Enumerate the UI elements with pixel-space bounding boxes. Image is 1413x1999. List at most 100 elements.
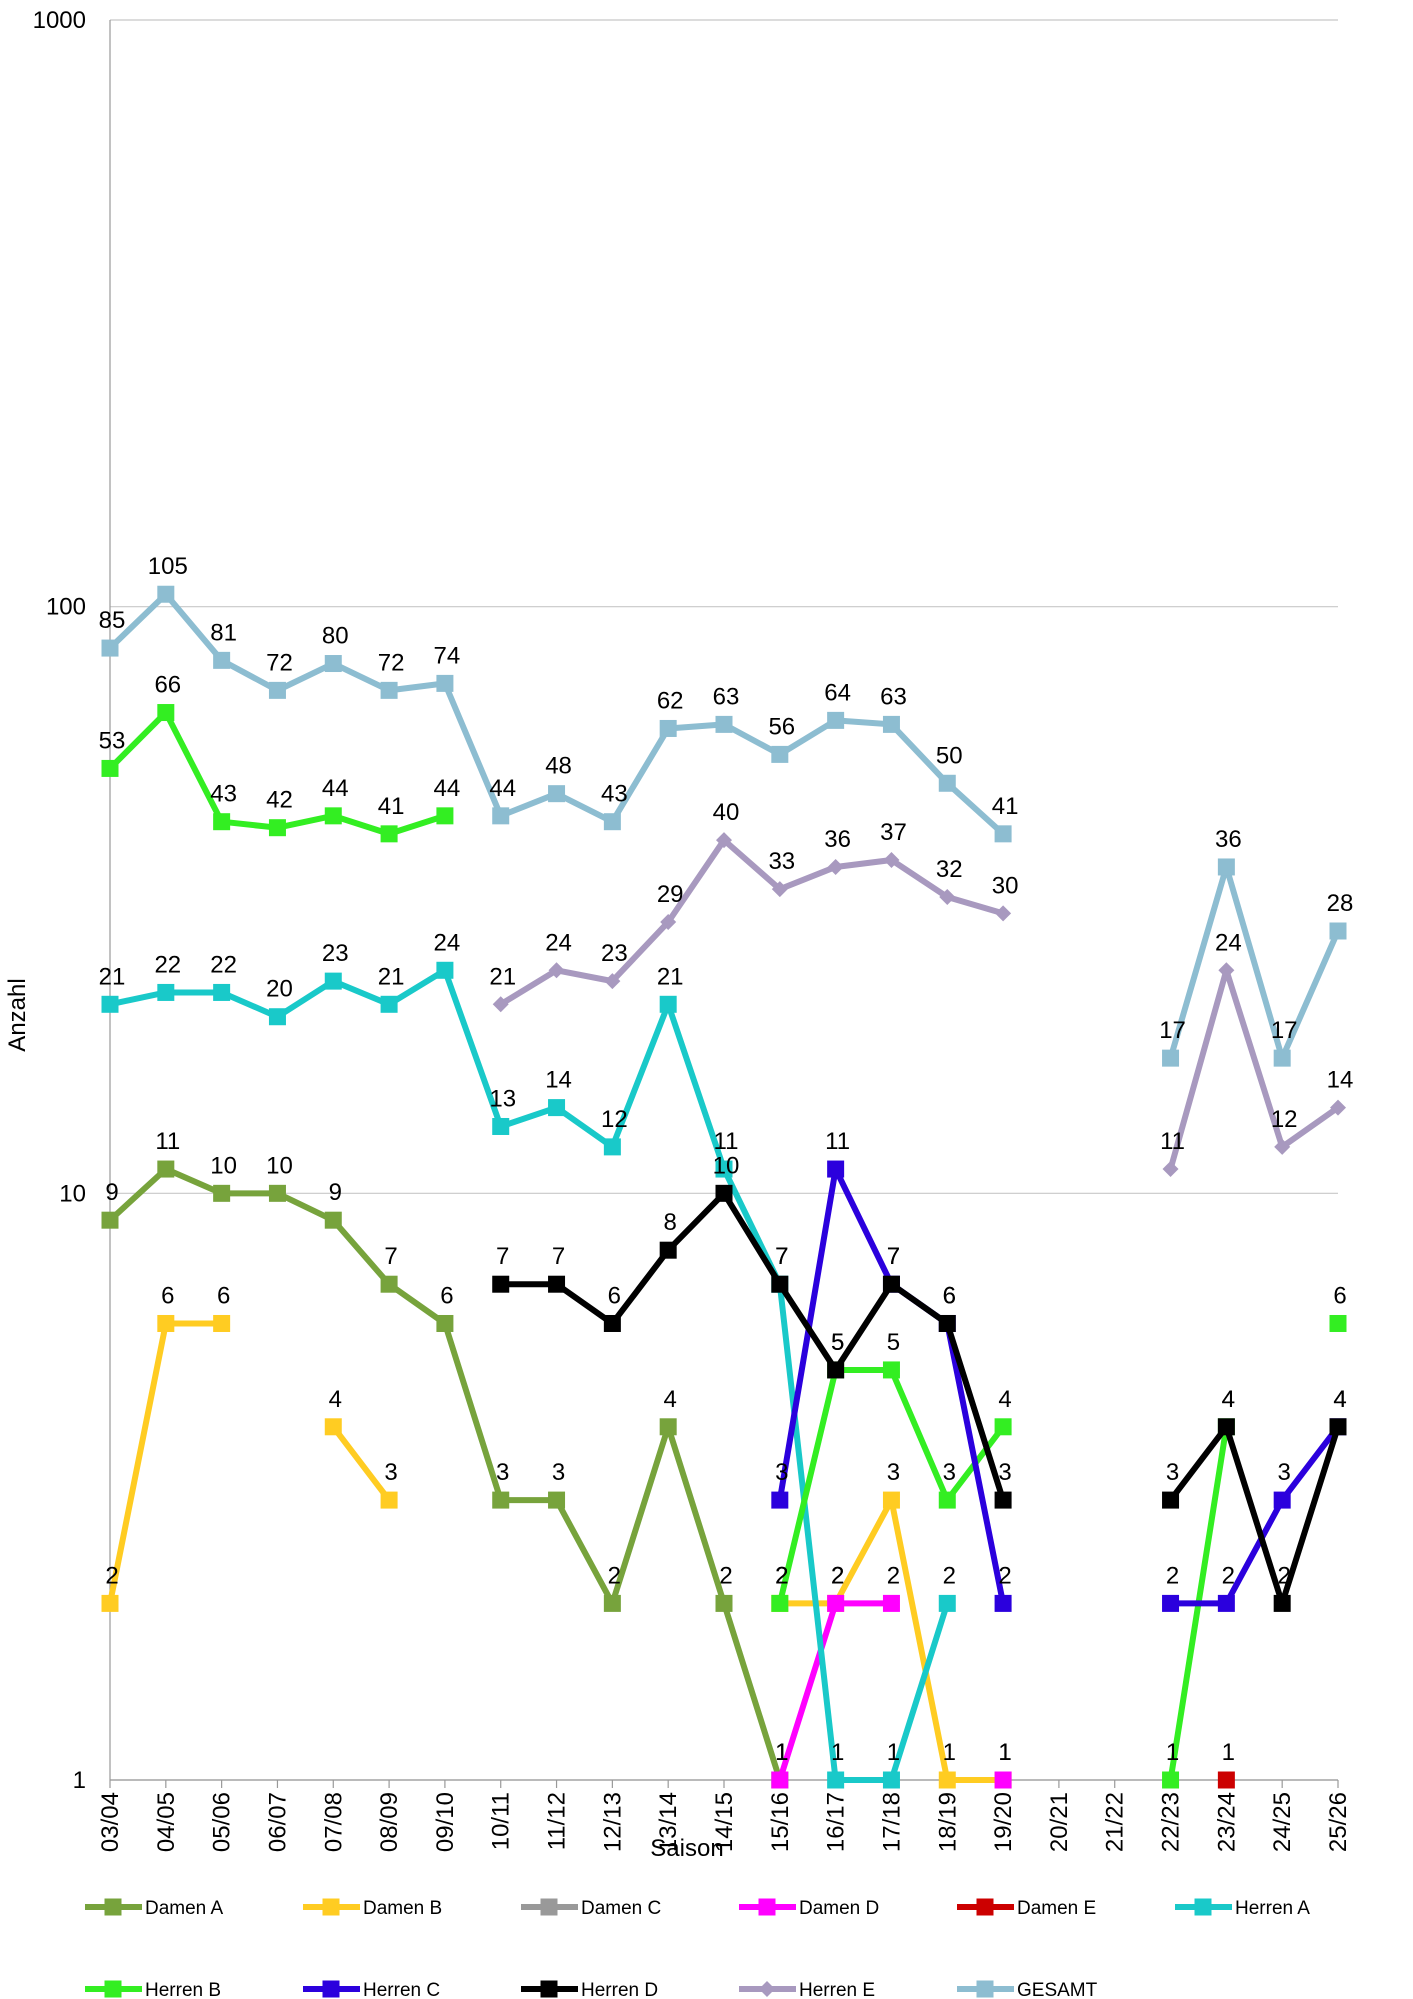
legend-label: GESAMT [1017, 1980, 1098, 1999]
data-label: 21 [657, 963, 684, 990]
series-herren-d [492, 1184, 1347, 1612]
legend-item-damen-d: Damen D [739, 1898, 879, 1919]
data-label: 40 [713, 799, 740, 826]
data-point [938, 774, 956, 792]
data-point [827, 711, 845, 729]
data-label: 1 [831, 1739, 844, 1766]
x-tick-label: 22/23 [1158, 1792, 1185, 1852]
legend-marker [759, 1981, 775, 1997]
legend-item-herren-e: Herren E [739, 1980, 875, 1999]
legend-marker [976, 1898, 994, 1916]
legend-marker [322, 1898, 340, 1916]
data-label: 64 [824, 679, 851, 706]
data-point [939, 888, 956, 905]
series-layer [101, 585, 1347, 1789]
data-label: 21 [489, 963, 516, 990]
data-label: 6 [440, 1282, 453, 1309]
data-label: 13 [489, 1085, 516, 1112]
data-label: 50 [936, 742, 963, 769]
series-line [1167, 863, 1341, 1062]
data-point [380, 1491, 398, 1509]
data-point [994, 1491, 1012, 1509]
legend-item-damen-c: Damen C [521, 1898, 661, 1919]
data-point [1217, 858, 1235, 876]
legend-label: Damen A [145, 1898, 223, 1919]
data-point [268, 1008, 286, 1026]
data-label: 5 [831, 1329, 844, 1356]
data-point [548, 1491, 566, 1509]
data-point [1274, 1138, 1291, 1155]
data-point [492, 996, 509, 1013]
data-point [882, 1771, 900, 1789]
data-point [882, 1275, 900, 1293]
x-tick-label: 12/13 [599, 1792, 626, 1852]
data-label: 4 [329, 1386, 342, 1413]
data-point [715, 715, 733, 733]
data-point [213, 983, 231, 1001]
data-point [1162, 1049, 1180, 1067]
data-label: 48 [545, 753, 572, 780]
x-tick-label: 10/11 [488, 1792, 515, 1850]
data-label: 7 [887, 1243, 900, 1270]
data-label: 6 [161, 1282, 174, 1309]
data-label: 30 [992, 872, 1019, 899]
data-point [603, 1314, 621, 1332]
data-point [380, 825, 398, 843]
legend-marker [758, 1898, 776, 1916]
legend-label: Damen B [363, 1898, 442, 1919]
data-point [938, 1594, 956, 1612]
x-tick-label: 05/06 [209, 1792, 236, 1852]
data-point [157, 1314, 175, 1332]
data-point [883, 851, 900, 868]
data-point [827, 1771, 845, 1789]
data-point [1273, 1491, 1291, 1509]
data-point [1162, 1161, 1179, 1178]
data-point [1218, 962, 1235, 979]
data-point [324, 972, 342, 990]
data-label: 2 [1278, 1562, 1291, 1589]
data-label: 3 [552, 1459, 565, 1486]
data-label: 14 [545, 1067, 572, 1094]
data-label: 63 [713, 683, 740, 710]
data-label: 2 [775, 1562, 788, 1589]
data-point [882, 1361, 900, 1379]
legend-marker [976, 1980, 994, 1998]
data-label: 4 [1333, 1386, 1346, 1413]
data-point [771, 1275, 789, 1293]
data-label: 74 [434, 642, 461, 669]
data-point [715, 1594, 733, 1612]
data-label: 1 [943, 1739, 956, 1766]
data-label: 44 [322, 775, 349, 802]
data-point [492, 1491, 510, 1509]
data-point [660, 914, 677, 931]
data-point [771, 1771, 789, 1789]
data-point [659, 719, 677, 737]
data-point [213, 1314, 231, 1332]
data-label: 4 [1333, 1386, 1346, 1413]
data-label: 11 [155, 1128, 180, 1155]
data-label: 4 [1222, 1386, 1235, 1413]
data-label: 2 [608, 1562, 621, 1589]
data-point [603, 813, 621, 831]
data-point [604, 973, 621, 990]
data-point [101, 1211, 119, 1229]
series-herren-e [492, 832, 1346, 1178]
data-label: 62 [657, 687, 684, 714]
x-tick-label: 07/08 [320, 1792, 347, 1852]
data-label: 32 [936, 856, 963, 883]
data-label: 2 [1222, 1562, 1235, 1589]
data-label: 36 [1215, 826, 1242, 853]
data-point [715, 1184, 733, 1202]
series-line [1167, 1423, 1341, 1607]
data-point [659, 1418, 677, 1436]
x-tick-label: 25/26 [1325, 1792, 1352, 1852]
data-point [1329, 922, 1347, 940]
data-point [771, 1491, 789, 1509]
data-label: 11 [825, 1128, 850, 1155]
x-tick-label: 15/16 [767, 1792, 794, 1852]
data-point [1162, 1771, 1180, 1789]
data-point [995, 905, 1012, 922]
data-label: 63 [880, 683, 907, 710]
data-point [268, 819, 286, 837]
